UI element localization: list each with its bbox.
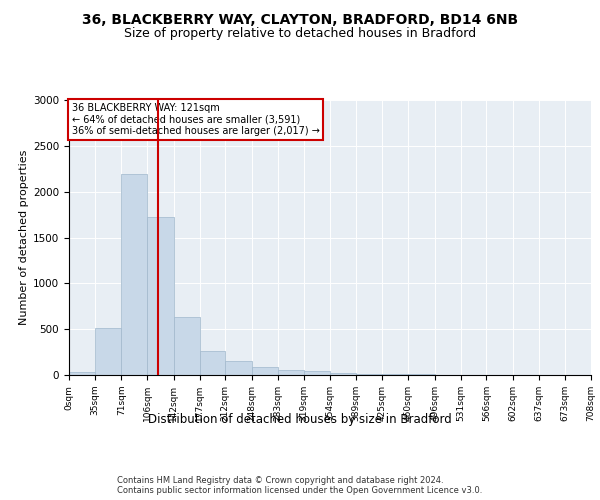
Bar xyxy=(304,372,330,375)
Bar xyxy=(356,374,382,375)
Text: 36 BLACKBERRY WAY: 121sqm
← 64% of detached houses are smaller (3,591)
36% of se: 36 BLACKBERRY WAY: 121sqm ← 64% of detac… xyxy=(71,103,319,136)
Bar xyxy=(173,318,199,375)
Bar xyxy=(69,372,95,375)
Text: Contains HM Land Registry data © Crown copyright and database right 2024.
Contai: Contains HM Land Registry data © Crown c… xyxy=(118,476,482,495)
Bar xyxy=(252,367,278,375)
Bar xyxy=(226,361,252,375)
Bar xyxy=(408,374,434,375)
Text: 36, BLACKBERRY WAY, CLAYTON, BRADFORD, BD14 6NB: 36, BLACKBERRY WAY, CLAYTON, BRADFORD, B… xyxy=(82,12,518,26)
Text: Distribution of detached houses by size in Bradford: Distribution of detached houses by size … xyxy=(148,412,452,426)
Bar xyxy=(121,174,147,375)
Bar xyxy=(199,351,226,375)
Y-axis label: Number of detached properties: Number of detached properties xyxy=(19,150,29,325)
Bar xyxy=(95,328,121,375)
Bar xyxy=(147,218,173,375)
Bar xyxy=(382,374,408,375)
Bar xyxy=(330,372,356,375)
Bar xyxy=(278,370,304,375)
Text: Size of property relative to detached houses in Bradford: Size of property relative to detached ho… xyxy=(124,28,476,40)
